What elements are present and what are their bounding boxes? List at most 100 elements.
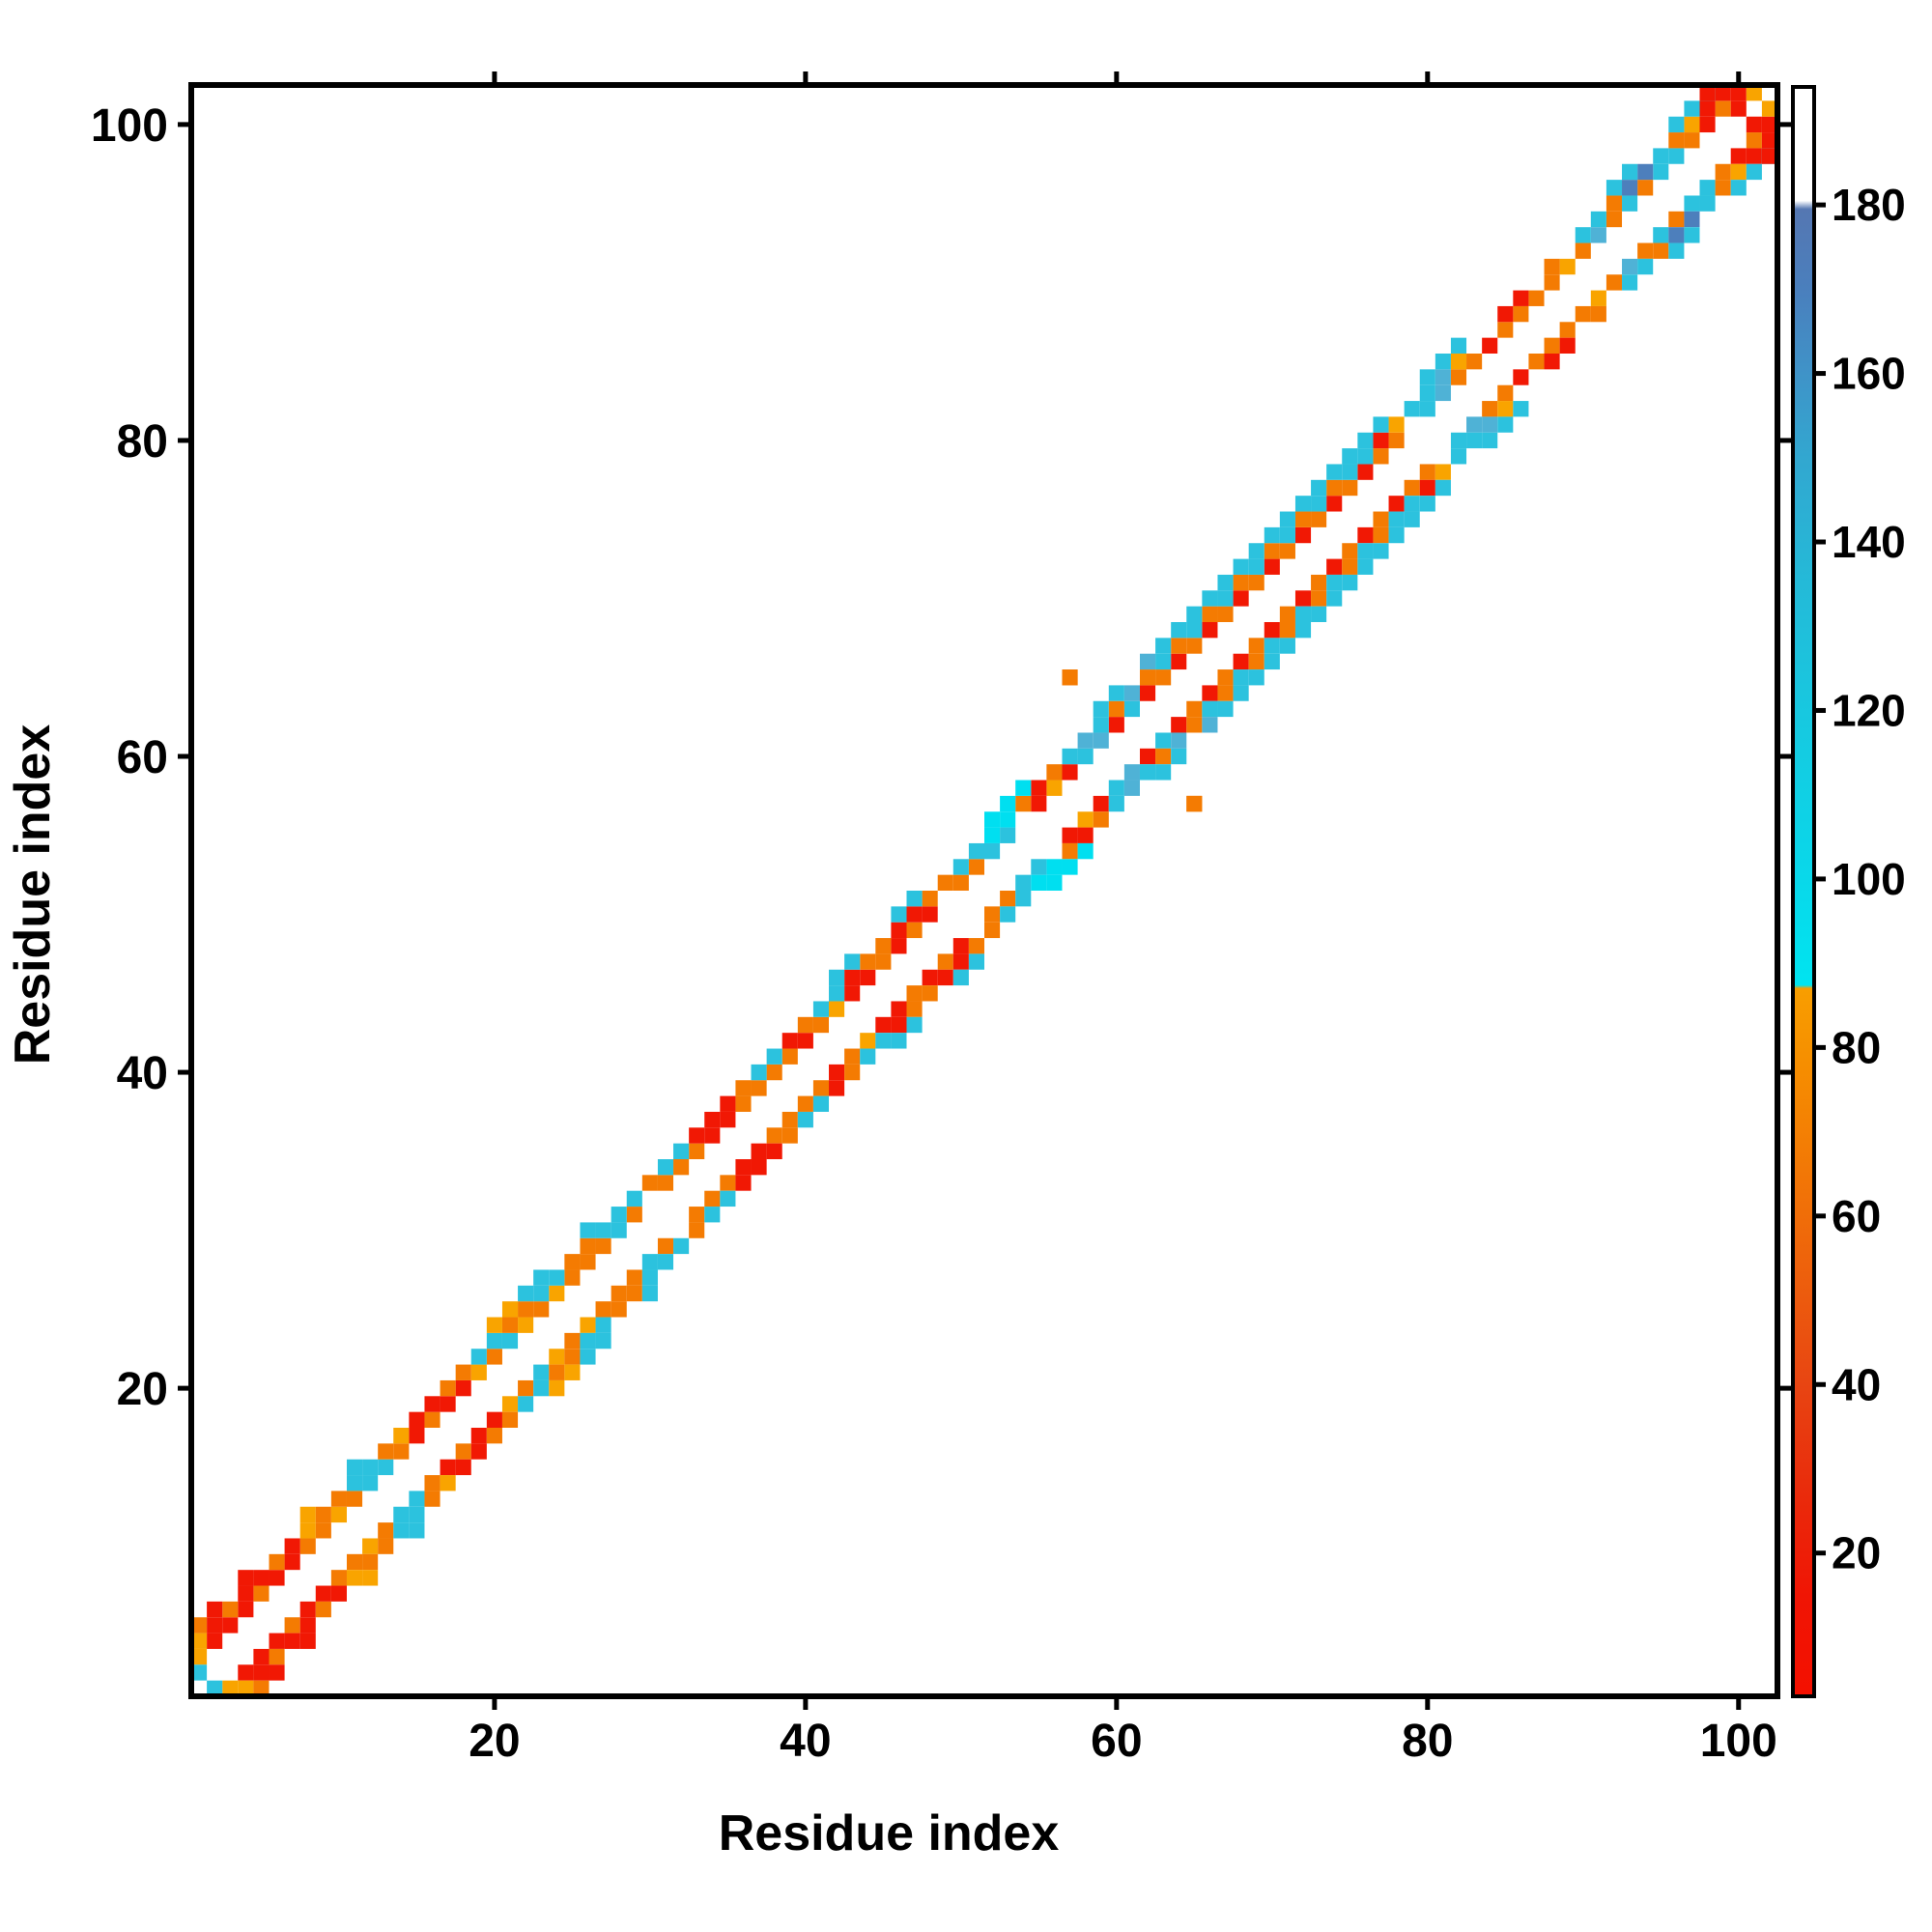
heatmap-cell xyxy=(486,1332,502,1350)
heatmap-cell xyxy=(626,1285,642,1302)
y-tick-label: 40 xyxy=(117,1048,168,1099)
heatmap-cell xyxy=(595,1301,611,1318)
heatmap-cell xyxy=(1357,432,1374,449)
heatmap-cell xyxy=(829,1064,845,1081)
heatmap-cell xyxy=(1466,354,1483,370)
heatmap-cell xyxy=(844,1064,861,1081)
heatmap-cell xyxy=(1746,148,1762,164)
heatmap-cell xyxy=(299,1522,316,1539)
heatmap-cell xyxy=(1311,511,1327,527)
heatmap-cell xyxy=(1373,416,1389,433)
heatmap-cell xyxy=(1186,638,1203,654)
heatmap-cell xyxy=(1046,859,1063,875)
heatmap-cell xyxy=(1653,242,1669,259)
heatmap-cell xyxy=(1139,748,1156,765)
heatmap-cell xyxy=(346,1491,363,1507)
heatmap-cell xyxy=(1186,606,1203,622)
heatmap-cell xyxy=(1248,574,1264,591)
heatmap-cell xyxy=(1699,85,1716,101)
heatmap-cell xyxy=(1342,448,1358,465)
heatmap-cell xyxy=(269,1570,285,1586)
heatmap-cell xyxy=(1373,448,1389,465)
heatmap-cell xyxy=(1575,242,1591,259)
heatmap-cell xyxy=(611,1207,627,1223)
heatmap-cell xyxy=(1123,780,1140,796)
heatmap-cell xyxy=(1373,543,1389,559)
heatmap-cell xyxy=(1326,590,1343,607)
heatmap-cell xyxy=(1031,874,1047,891)
heatmap-cell xyxy=(1730,148,1747,164)
heatmap-cell xyxy=(1466,432,1483,449)
heatmap-cell xyxy=(1279,511,1295,527)
heatmap-cell xyxy=(906,1001,923,1017)
heatmap-cell xyxy=(501,1396,519,1412)
heatmap-cell xyxy=(1435,354,1451,370)
x-tick-label: 40 xyxy=(780,1716,831,1767)
heatmap-cell xyxy=(812,1095,830,1112)
heatmap-cell xyxy=(486,1411,502,1428)
heatmap-cell xyxy=(689,1143,705,1159)
heatmap-cell xyxy=(501,1301,519,1318)
heatmap-cell xyxy=(922,985,938,1002)
heatmap-cell xyxy=(1575,305,1591,323)
heatmap-cell xyxy=(829,969,845,986)
heatmap-cell xyxy=(1279,622,1295,639)
heatmap-cell xyxy=(1559,322,1576,338)
heatmap-cell xyxy=(1357,526,1374,544)
heatmap-cell xyxy=(424,1491,440,1507)
heatmap-cell xyxy=(1637,180,1654,196)
heatmap-cell xyxy=(1233,669,1249,686)
heatmap-cell xyxy=(533,1301,550,1318)
heatmap-cell xyxy=(455,1443,471,1460)
heatmap-cell xyxy=(470,1364,487,1380)
heatmap-cell xyxy=(1217,574,1234,591)
heatmap-cell xyxy=(875,938,892,954)
heatmap-cell xyxy=(1171,638,1187,654)
heatmap-cell xyxy=(486,1428,502,1444)
heatmap-cell xyxy=(812,1080,830,1096)
heatmap-cell xyxy=(501,1317,519,1333)
heatmap-cell xyxy=(1000,795,1016,812)
heatmap-cell xyxy=(580,1254,596,1270)
heatmap-cell xyxy=(657,1159,674,1176)
heatmap-cell xyxy=(1622,195,1638,212)
heatmap-cell xyxy=(518,1317,534,1333)
heatmap-cell xyxy=(284,1617,300,1634)
heatmap-cell xyxy=(1575,227,1591,243)
heatmap-cell xyxy=(735,1159,752,1176)
heatmap-cell xyxy=(751,1143,767,1159)
heatmap-cell xyxy=(906,922,923,939)
heatmap-cell xyxy=(781,1127,798,1144)
heatmap-cell xyxy=(1202,606,1218,622)
heatmap-cell xyxy=(1715,163,1731,181)
heatmap-cell xyxy=(1077,811,1094,828)
heatmap-cell xyxy=(501,1332,519,1350)
heatmap-cell xyxy=(346,1553,363,1571)
heatmap-cell xyxy=(1279,638,1295,654)
heatmap-cell xyxy=(751,1159,767,1176)
heatmap-cell xyxy=(1715,180,1731,196)
heatmap-cell xyxy=(518,1379,534,1397)
heatmap-cell xyxy=(1171,732,1187,749)
heatmap-cell xyxy=(1342,558,1358,575)
heatmap-cell xyxy=(875,953,892,970)
heatmap-cell xyxy=(1233,558,1249,575)
heatmap-cell xyxy=(1217,590,1234,607)
heatmap-cell xyxy=(1497,401,1514,417)
heatmap-cell xyxy=(549,1269,565,1286)
heatmap-cell xyxy=(564,1254,581,1270)
heatmap-cell xyxy=(1202,622,1218,639)
heatmap-cell xyxy=(470,1428,487,1444)
heatmap-cell xyxy=(1450,354,1467,370)
heatmap-cell xyxy=(1046,780,1063,796)
heatmap-cell xyxy=(470,1349,487,1365)
y-axis-label: Residue index xyxy=(4,89,62,1700)
heatmap-cell xyxy=(238,1585,254,1602)
heatmap-cell xyxy=(1450,369,1467,385)
heatmap-cell xyxy=(875,1016,892,1034)
heatmap-cell xyxy=(1031,859,1047,875)
heatmap-cell xyxy=(1000,906,1016,923)
heatmap-cell xyxy=(1342,574,1358,591)
heatmap-cell xyxy=(844,1048,861,1065)
heatmap-cell xyxy=(1217,700,1234,718)
